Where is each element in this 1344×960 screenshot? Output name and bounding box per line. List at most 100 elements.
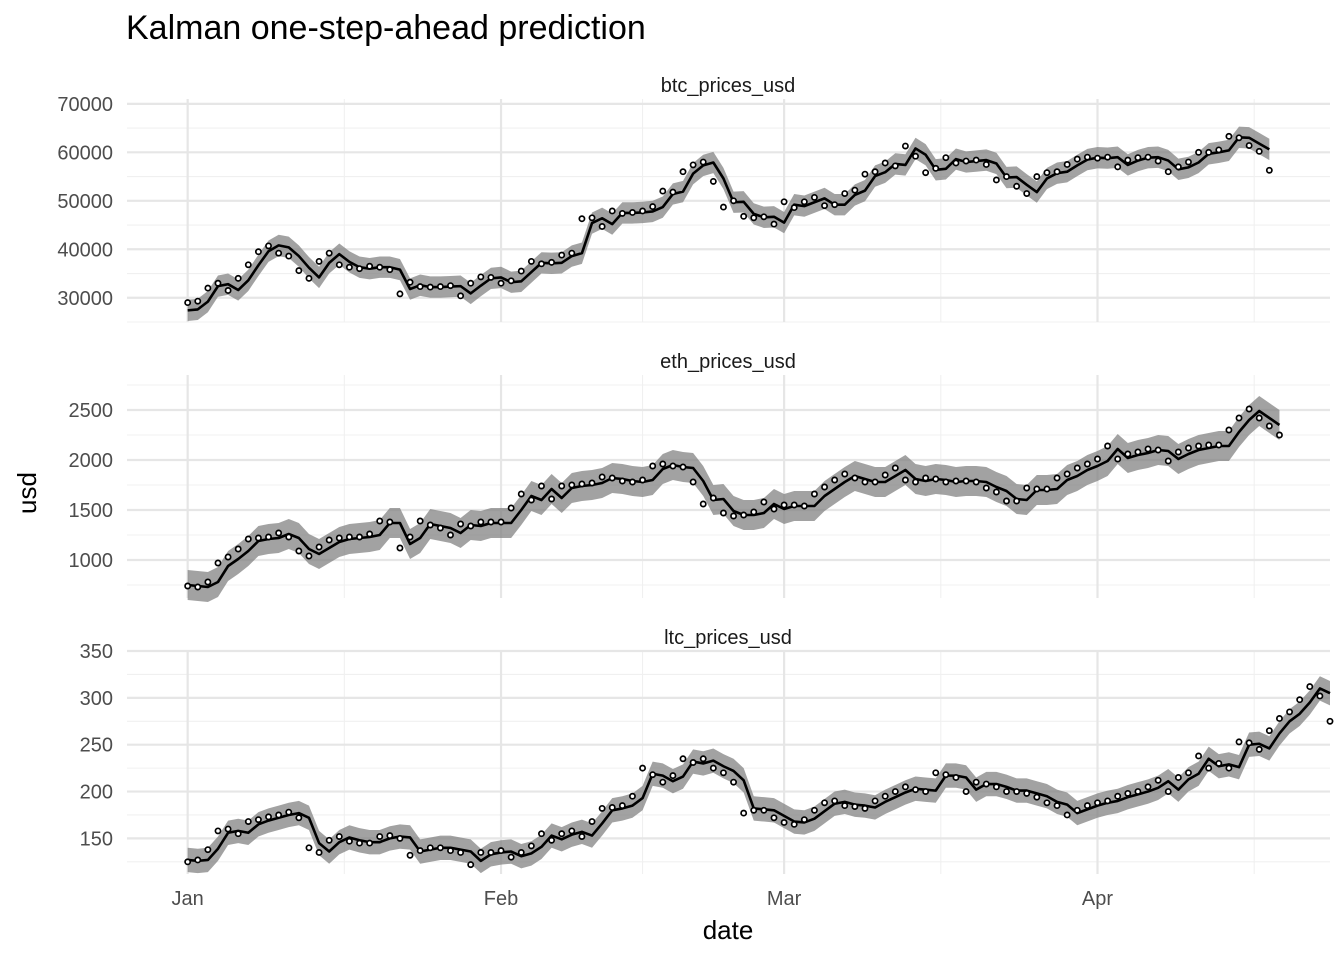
observed-points xyxy=(184,405,1283,591)
observed-point xyxy=(689,161,697,169)
observed-point xyxy=(507,504,515,512)
observed-point xyxy=(1265,422,1273,430)
observed-point xyxy=(709,177,717,185)
observed-point xyxy=(770,505,778,513)
observed-point xyxy=(1195,442,1203,450)
observed-point xyxy=(861,478,869,486)
observed-point xyxy=(1215,441,1223,449)
observed-point xyxy=(184,299,192,307)
observed-point xyxy=(1276,431,1283,439)
observed-point xyxy=(1164,457,1172,465)
observed-point xyxy=(1265,166,1273,174)
observed-point xyxy=(709,764,717,772)
observed-point xyxy=(922,474,930,482)
observed-point xyxy=(679,755,687,763)
observed-point xyxy=(861,170,869,178)
observed-point xyxy=(345,533,353,541)
x-tick-label: Apr xyxy=(1082,888,1113,910)
observed-point xyxy=(1144,783,1152,791)
observed-point xyxy=(1053,474,1061,482)
observed-point xyxy=(1326,717,1334,725)
observed-point xyxy=(568,827,576,835)
observed-point xyxy=(790,820,798,828)
observed-point xyxy=(1114,792,1122,800)
observed-point xyxy=(800,502,808,510)
observed-point xyxy=(629,208,636,216)
observed-point xyxy=(992,176,1000,184)
x-axis: Jan Feb Mar Apr xyxy=(172,888,1114,910)
y-tick-label: 250 xyxy=(80,735,113,757)
observed-point xyxy=(275,811,283,819)
observed-point xyxy=(1154,776,1162,784)
observed-point xyxy=(922,169,930,177)
observed-point xyxy=(295,267,303,275)
observed-point xyxy=(719,769,727,777)
observed-point xyxy=(992,783,1000,791)
observed-point xyxy=(982,160,990,168)
observed-point xyxy=(1245,142,1253,149)
observed-point xyxy=(1094,799,1101,807)
observed-point xyxy=(841,802,849,810)
observed-point xyxy=(578,480,586,488)
observed-point xyxy=(942,154,950,162)
observed-point xyxy=(800,816,808,824)
y-tick-label: 2500 xyxy=(69,400,114,422)
y-tick-label: 40000 xyxy=(57,239,113,261)
observed-point xyxy=(972,156,980,164)
y-tick-label: 30000 xyxy=(57,288,113,310)
observed-point xyxy=(608,474,616,482)
observed-point xyxy=(831,201,839,209)
facet-panels: btc_prices_usd 30000 40000 50000 60000 70000 e… xyxy=(57,75,1334,874)
observed-point xyxy=(1245,405,1253,413)
observed-point xyxy=(669,462,677,470)
observed-point xyxy=(699,158,707,166)
y-axis-title: usd xyxy=(12,472,42,514)
observed-point xyxy=(548,495,556,503)
observed-point xyxy=(275,529,283,537)
observed-point xyxy=(558,830,566,838)
panel-strip-label: btc_prices_usd xyxy=(661,75,796,97)
gridlines xyxy=(127,375,1330,598)
observed-point xyxy=(426,283,434,291)
observed-point xyxy=(1053,168,1061,176)
chart-title: Kalman one-step-ahead prediction xyxy=(126,9,646,47)
observed-point xyxy=(416,847,424,855)
observed-point xyxy=(1195,148,1203,156)
observed-point xyxy=(871,168,879,176)
observed-point xyxy=(477,518,485,526)
observed-point xyxy=(386,832,394,840)
observed-point xyxy=(214,279,222,287)
observed-point xyxy=(244,261,252,269)
observed-point xyxy=(608,207,616,215)
observed-point xyxy=(265,813,272,821)
observed-point xyxy=(881,792,889,800)
observed-point xyxy=(639,207,647,215)
y-tick-label: 50000 xyxy=(57,191,113,213)
observed-point xyxy=(901,783,909,791)
y-tick-label: 60000 xyxy=(57,142,113,164)
observed-point xyxy=(1245,739,1253,747)
observed-point xyxy=(1225,764,1233,772)
observed-point xyxy=(406,278,414,286)
observed-point xyxy=(730,778,738,786)
observed-point xyxy=(649,203,657,211)
observed-point xyxy=(507,853,515,861)
observed-point xyxy=(699,500,707,508)
observed-point xyxy=(527,257,535,265)
observed-point xyxy=(214,559,222,567)
observed-point xyxy=(1225,426,1233,434)
observed-point xyxy=(932,769,940,777)
observed-point xyxy=(588,818,596,825)
observed-point xyxy=(356,265,363,273)
observed-point xyxy=(386,518,394,526)
observed-point xyxy=(305,844,313,852)
observed-point xyxy=(1043,799,1051,807)
observed-point xyxy=(335,261,343,269)
observed-point xyxy=(1154,157,1162,165)
observed-point xyxy=(588,214,596,222)
observed-point xyxy=(335,534,343,542)
observed-point xyxy=(578,215,586,223)
observed-point xyxy=(800,198,808,206)
observed-point xyxy=(952,774,960,781)
observed-point xyxy=(1185,444,1192,452)
